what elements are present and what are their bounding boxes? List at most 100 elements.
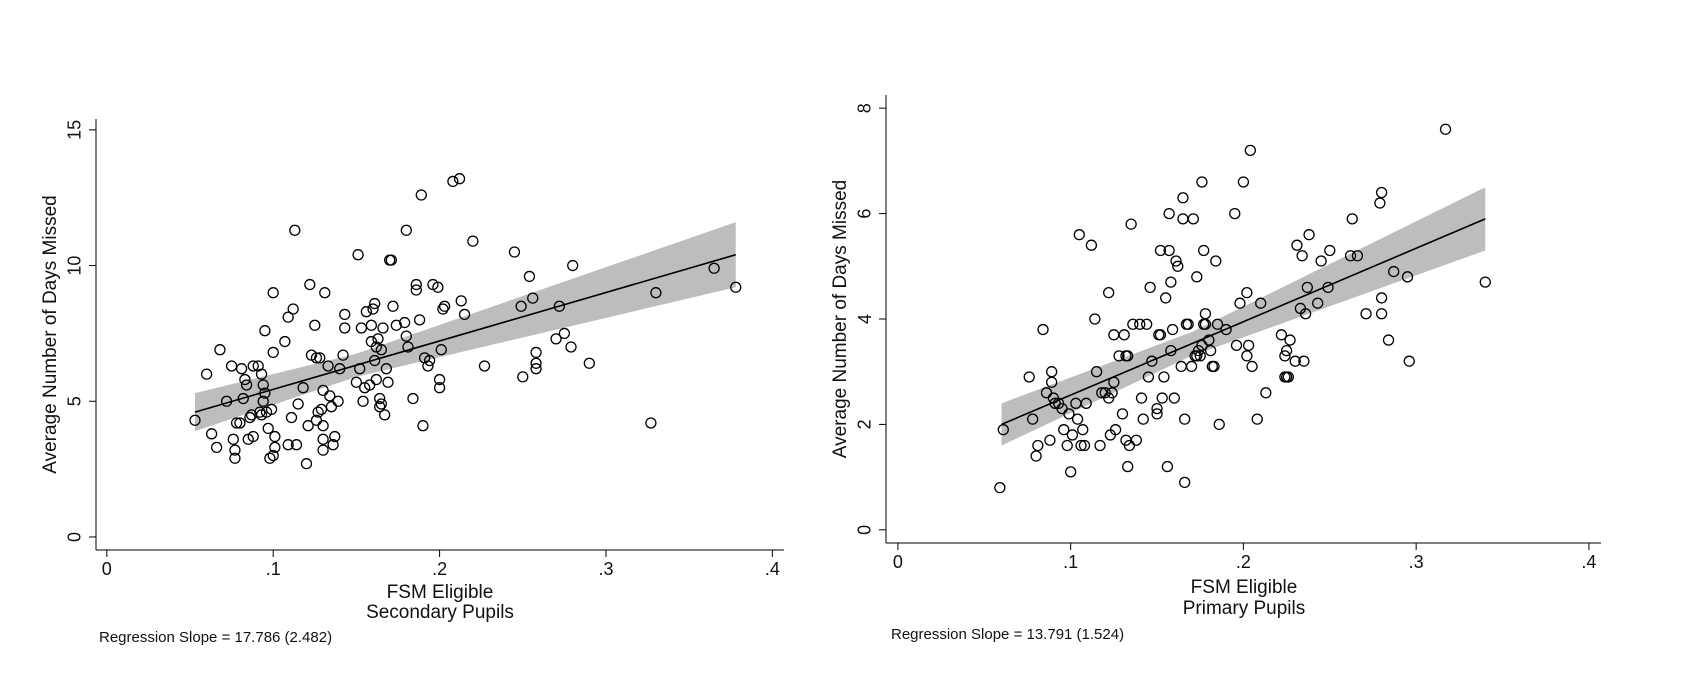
scatter-point: [1066, 429, 1079, 441]
scatter-point: [189, 414, 201, 426]
scatter-point: [205, 428, 218, 440]
scatter-point: [1109, 424, 1122, 436]
scatter-point: [530, 346, 542, 359]
scatter-point: [1351, 250, 1364, 262]
scatter-point: [1322, 281, 1334, 294]
scatter-point: [255, 368, 268, 380]
scatter-point: [730, 281, 742, 293]
scatter-point: [517, 371, 529, 383]
scatter-point: [527, 292, 539, 304]
x-axis-label: FSM Eligible: [1191, 577, 1298, 598]
scatter-point: [225, 360, 238, 372]
scatter-point: [1255, 297, 1267, 309]
x-axis-label: Primary Pupils: [1183, 598, 1305, 619]
scatter-point: [447, 175, 459, 188]
scatter-point: [558, 327, 571, 340]
scatter-point: [1163, 244, 1175, 257]
scatter-point: [1382, 334, 1395, 346]
scatter-point: [1260, 387, 1272, 399]
scatter-point: [1208, 360, 1220, 373]
scatter-point: [1113, 350, 1125, 362]
scatter-point: [1146, 355, 1158, 367]
scatter-point: [1251, 413, 1263, 425]
scatter-point: [1125, 218, 1137, 230]
scatter-point: [437, 303, 449, 315]
scatter-point: [1078, 439, 1091, 452]
scatter-point: [297, 382, 309, 394]
scatter-point: [1324, 244, 1336, 257]
scatter-point: [210, 441, 223, 454]
scatter-point: [1077, 424, 1089, 436]
x-tick-label: .4: [765, 559, 780, 579]
scatter-point: [227, 433, 239, 445]
scatter-point: [377, 322, 389, 334]
x-axis-label: FSM Eligible: [387, 582, 494, 603]
y-axis-label: Average Number of Days Missed: [40, 195, 61, 473]
scatter-point: [1170, 255, 1182, 267]
scatter-point: [467, 235, 479, 247]
scatter-point: [1479, 276, 1491, 288]
scatter-point: [339, 322, 351, 334]
scatter-point: [325, 401, 338, 413]
y-tick-label: 8: [855, 103, 875, 113]
y-tick-label: 5: [65, 396, 85, 406]
scatter-point: [1388, 265, 1400, 278]
scatter-point: [339, 308, 351, 321]
scatter-point: [1151, 408, 1163, 420]
scatter-point: [1023, 371, 1035, 383]
scatter-point: [1211, 318, 1224, 330]
scatter-point: [1213, 418, 1225, 431]
scatter-point: [1154, 244, 1167, 257]
scatter-point: [1346, 213, 1358, 225]
scatter-point: [1196, 176, 1208, 188]
scatter-point: [1106, 387, 1118, 399]
scatter-point: [379, 409, 391, 421]
scatter-point: [1296, 250, 1308, 262]
scatter-point: [583, 357, 595, 369]
scatter-point: [1027, 413, 1039, 425]
x-tick-label: .3: [598, 559, 613, 579]
scatter-point: [997, 424, 1009, 436]
scatter-point: [332, 395, 344, 407]
scatter-point: [1137, 413, 1149, 425]
scatter-point: [423, 354, 436, 367]
scatter-point: [407, 392, 419, 405]
scatter-point: [1315, 255, 1327, 267]
scatter-point: [645, 417, 657, 429]
y-axis-label: Average Number of Days Missed: [830, 180, 851, 458]
scatter-point: [385, 254, 397, 266]
scatter-point: [1094, 439, 1106, 452]
scatter-point: [310, 352, 323, 364]
scatter-point: [269, 441, 281, 454]
scatter-point: [387, 300, 399, 312]
scatter-point: [1090, 366, 1103, 378]
scatter-point: [413, 314, 426, 326]
scatter-point: [1299, 308, 1312, 320]
scatter-point: [1194, 350, 1206, 362]
scatter-point: [453, 173, 466, 185]
scatter-point: [1230, 339, 1243, 352]
scatter-point: [433, 382, 446, 394]
scatter-point: [417, 420, 429, 432]
scatter-point: [565, 341, 577, 353]
scatter-point: [374, 401, 386, 413]
scatter-point: [317, 433, 329, 445]
y-tick-label: 2: [855, 419, 875, 429]
scatter-point: [1127, 318, 1139, 330]
scatter-point: [312, 406, 324, 418]
scatter-point: [515, 300, 527, 312]
scatter-point: [1191, 350, 1203, 362]
scatter-point: [1403, 355, 1415, 367]
scatter-point: [229, 444, 241, 456]
scatter-point: [530, 363, 542, 375]
scatter-point: [259, 325, 271, 337]
scatter-point: [220, 395, 233, 407]
scatter-point: [375, 398, 387, 410]
x-tick-label: .1: [266, 559, 281, 579]
scatter-point: [1135, 392, 1148, 404]
scatter-point: [1241, 350, 1253, 362]
scatter-point: [1089, 313, 1101, 325]
scatter-point: [1237, 176, 1250, 188]
scatter-point: [257, 379, 269, 391]
